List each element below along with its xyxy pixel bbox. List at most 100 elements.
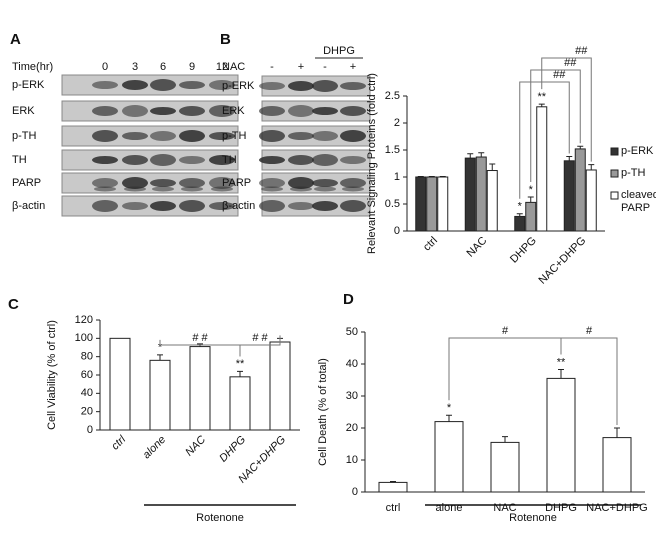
blot-band (259, 130, 285, 142)
bar (464, 157, 476, 232)
blot-band (261, 186, 283, 192)
blot-row-label: PARP (12, 177, 41, 189)
group-label: Rotenone (509, 512, 557, 524)
blot-band (122, 202, 148, 210)
comparison-bracket (448, 337, 562, 401)
comparison-label: # # (252, 332, 268, 344)
comparison-bracket (530, 69, 581, 182)
error-bar (516, 213, 523, 217)
bar (269, 341, 291, 431)
blot-row-label: TH (12, 154, 27, 166)
error-bar (478, 152, 485, 158)
y-tick-label: 120 (75, 314, 93, 326)
x-tick-label: ctrl (421, 235, 440, 254)
bar (525, 201, 537, 232)
blot-column-label: 9 (189, 61, 195, 73)
y-tick-label: 60 (81, 369, 93, 381)
x-tick-label: alone (436, 502, 463, 514)
blot-band (342, 186, 364, 192)
legend-swatch (610, 191, 619, 200)
bar (536, 106, 548, 232)
comparison-label: ## (553, 69, 566, 81)
blot-band (314, 186, 336, 192)
blot-band (179, 156, 205, 164)
blot-band (209, 132, 235, 140)
bar (426, 176, 438, 232)
blot-band (340, 106, 366, 116)
blot-row-label: p-TH (12, 130, 37, 142)
error-bar (566, 155, 573, 161)
significance-mark: ** (537, 91, 546, 103)
legend-swatch (610, 147, 619, 156)
blot-row-label: ERK (12, 105, 35, 117)
bar (189, 346, 211, 431)
error-bar (439, 175, 446, 177)
blot-band (340, 178, 366, 188)
blot-band (92, 106, 118, 116)
blot-row-label: TH (222, 154, 237, 166)
blot-band (124, 186, 146, 192)
comparison-label: ## (575, 45, 588, 57)
x-tick-label: NAC+DHPG (586, 502, 647, 514)
panel-label: B (220, 31, 231, 48)
blot-band (312, 80, 338, 92)
blot-band (179, 200, 205, 212)
blot-band (209, 105, 235, 117)
error-bar (577, 145, 584, 149)
comparison-bracket (239, 335, 281, 357)
blot-band (288, 202, 314, 210)
blot-column-label: + (298, 61, 304, 73)
bar (229, 376, 251, 431)
blot-row-label: β-actin (222, 200, 255, 212)
x-tick-label: NAC (465, 235, 490, 260)
x-tick-label: DHPG (217, 433, 248, 464)
bar (514, 215, 526, 232)
blot-band (340, 156, 366, 164)
y-axis-label: Cell Viability (% of ctrl) (46, 320, 58, 430)
comparison-label: # # (192, 332, 208, 344)
blot-band (288, 177, 314, 189)
y-tick-label: 1 (394, 171, 400, 183)
error-bar (157, 354, 163, 361)
blot-column-label: - (270, 61, 274, 73)
bar (378, 481, 408, 493)
blot-band (340, 82, 366, 90)
x-tick-label: ctrl (386, 502, 401, 514)
blot-band (259, 106, 285, 116)
blot-column-label: 6 (160, 61, 166, 73)
error-bar (390, 480, 396, 483)
y-axis-label: Relevant Signaling Proteins (fold ctrl) (366, 73, 378, 254)
blot-band (288, 105, 314, 117)
blot-band (312, 107, 338, 115)
y-tick-label: 0.5 (385, 198, 400, 210)
comparison-label: ## (564, 57, 577, 69)
blot-band (150, 107, 176, 115)
x-tick-label: alone (141, 434, 169, 462)
bar (546, 377, 576, 493)
error-bar (446, 414, 452, 422)
blot-band (150, 154, 176, 166)
blot-column-label: - (323, 61, 327, 73)
y-tick-label: 40 (346, 358, 358, 370)
blot-group-label: DHPG (323, 45, 355, 57)
bar (475, 156, 487, 232)
blot-row-label: p-ERK (222, 80, 255, 92)
blot-band (179, 130, 205, 142)
panel-label: A (10, 31, 21, 48)
error-bar (538, 103, 545, 107)
significance-mark: * (447, 402, 452, 414)
y-tick-label: 30 (346, 390, 358, 402)
y-tick-label: 20 (81, 406, 93, 418)
blot-band (209, 80, 235, 90)
blot-band (150, 201, 176, 211)
y-tick-label: 2.5 (385, 90, 400, 102)
blot-row-label: β-actin (12, 200, 45, 212)
legend-swatch (610, 169, 619, 178)
bar (437, 176, 449, 232)
significance-mark: * (529, 184, 534, 196)
blot-band (122, 177, 148, 189)
x-tick-label: ctrl (109, 433, 128, 452)
y-tick-label: 10 (346, 454, 358, 466)
blot-band (209, 155, 235, 165)
